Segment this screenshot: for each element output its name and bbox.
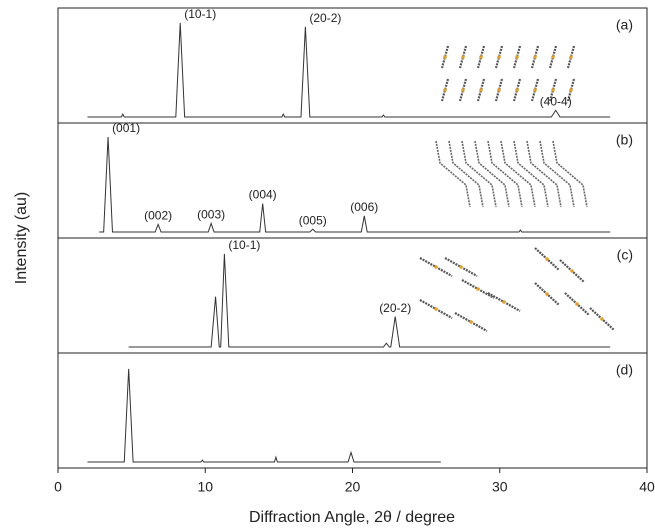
atom	[479, 88, 483, 92]
molecule	[440, 45, 450, 69]
molecule	[440, 78, 450, 102]
molecule	[512, 45, 522, 69]
pattern-line	[99, 136, 611, 233]
molecule	[476, 78, 486, 102]
panel-frame	[57, 237, 648, 354]
structure-inset	[419, 247, 615, 332]
peak-annotation: (20-2)	[379, 301, 411, 315]
peak-annotation: (40-4)	[540, 95, 572, 109]
x-tick-label: 30	[492, 479, 508, 495]
peak-annotation: (003)	[197, 208, 225, 222]
x-tick-label: 20	[345, 479, 361, 495]
atom	[551, 55, 555, 59]
atom	[533, 88, 537, 92]
peak-annotation: (002)	[144, 209, 172, 223]
atom	[497, 88, 501, 92]
molecule	[512, 78, 522, 102]
atom	[461, 55, 465, 59]
atom	[443, 55, 447, 59]
atom	[551, 88, 555, 92]
atom	[461, 88, 465, 92]
x-tick-label: 10	[197, 479, 213, 495]
molecule	[513, 140, 549, 208]
atom	[569, 55, 573, 59]
panel-frame	[57, 352, 648, 469]
panel-label: (a)	[616, 17, 633, 33]
molecule	[548, 45, 558, 69]
panel-label: (d)	[616, 362, 633, 378]
x-tick-label: 0	[54, 479, 62, 495]
molecule	[566, 45, 576, 69]
panel-label: (c)	[617, 247, 633, 263]
molecule	[530, 45, 540, 69]
peak-annotation: (10-1)	[184, 7, 216, 21]
atom	[459, 265, 463, 269]
atom	[533, 55, 537, 59]
atom	[434, 265, 438, 269]
molecule	[476, 45, 486, 69]
atom	[479, 55, 483, 59]
atom	[476, 287, 480, 291]
atom	[570, 269, 574, 273]
molecule	[474, 140, 510, 208]
y-axis-title: Intensity (au)	[13, 192, 30, 284]
molecule	[487, 140, 523, 208]
atom	[600, 317, 604, 321]
molecule	[566, 78, 576, 102]
atom	[545, 292, 549, 296]
molecule	[494, 78, 504, 102]
pattern-line	[87, 22, 611, 118]
atom	[515, 88, 519, 92]
peak-annotation: (006)	[350, 200, 378, 214]
molecule	[494, 45, 504, 69]
molecule	[526, 140, 562, 208]
molecule	[548, 78, 558, 102]
x-axis-title: Diffraction Angle, 2θ / degree	[249, 509, 455, 526]
molecule	[461, 140, 497, 208]
molecule	[500, 140, 536, 208]
molecule	[458, 78, 468, 102]
molecule	[539, 140, 575, 208]
pattern-line	[128, 253, 611, 348]
atom	[469, 320, 473, 324]
atom	[515, 55, 519, 59]
structure-inset	[440, 45, 576, 102]
atom	[545, 257, 549, 261]
atom	[497, 55, 501, 59]
x-tick-label: 40	[639, 479, 655, 495]
molecule	[530, 78, 540, 102]
atom	[575, 302, 579, 306]
panel-label: (b)	[616, 132, 633, 148]
peak-annotation: (10-1)	[228, 238, 260, 252]
molecule	[458, 45, 468, 69]
pattern-line	[87, 368, 441, 463]
atom	[569, 88, 573, 92]
peak-annotation: (001)	[112, 121, 140, 135]
atom	[434, 307, 438, 311]
atom	[443, 88, 447, 92]
peak-annotation: (005)	[299, 213, 327, 227]
molecule	[435, 140, 471, 208]
molecule	[448, 140, 484, 208]
peak-annotation: (004)	[249, 188, 277, 202]
peak-annotation: (20-2)	[309, 11, 341, 25]
structure-inset	[435, 140, 588, 208]
atom	[502, 300, 506, 304]
molecule	[552, 140, 588, 208]
